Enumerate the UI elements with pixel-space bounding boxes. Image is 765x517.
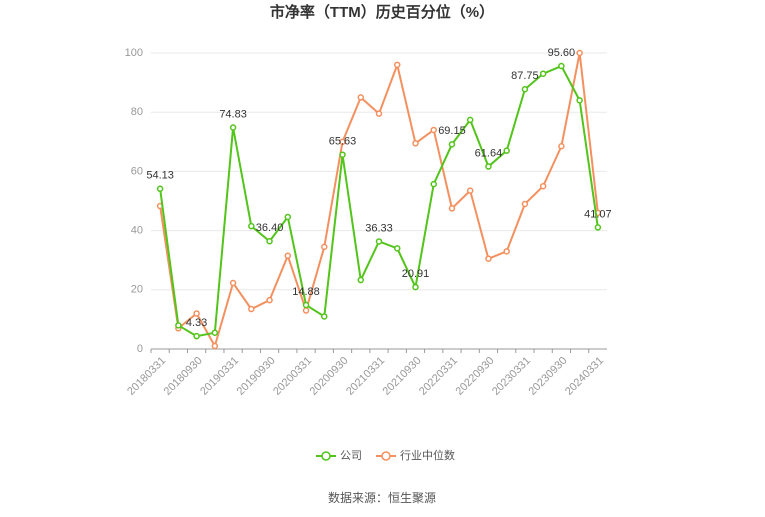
point xyxy=(412,283,419,291)
value-label: 41.07 xyxy=(584,208,612,220)
x-tick-label: 20210930 xyxy=(381,355,424,398)
legend-label: 公司 xyxy=(340,450,362,462)
point xyxy=(466,116,474,124)
y-tick-label: 100 xyxy=(125,47,143,59)
value-label: 54.13 xyxy=(146,170,174,182)
value-label: 36.40 xyxy=(256,222,284,234)
point xyxy=(375,238,383,245)
x-tick-label: 20230331 xyxy=(490,355,533,398)
value-label: 20.91 xyxy=(402,268,430,280)
legend-marker xyxy=(381,451,391,461)
point xyxy=(558,142,565,150)
point xyxy=(284,252,292,260)
value-label: 4.33 xyxy=(186,317,207,329)
point xyxy=(466,187,474,194)
x-tick-label: 20220331 xyxy=(417,355,460,398)
point xyxy=(266,238,273,245)
point xyxy=(193,310,200,317)
point xyxy=(302,307,310,314)
point xyxy=(576,97,583,104)
value-label: 14.88 xyxy=(292,286,320,298)
point xyxy=(321,313,328,320)
y-tick-label: 0 xyxy=(137,343,143,355)
point xyxy=(211,342,219,350)
point xyxy=(430,180,437,188)
point xyxy=(503,147,510,154)
value-label: 74.83 xyxy=(219,108,247,120)
point xyxy=(521,86,529,93)
x-tick-label: 20190930 xyxy=(235,355,278,398)
point xyxy=(539,70,547,77)
point xyxy=(357,94,365,101)
x-tick-label: 20190331 xyxy=(198,355,241,398)
point xyxy=(266,296,273,304)
chart-title: 市净率（TTM）历史百分位（%） xyxy=(270,3,494,21)
x-tick-label: 20230930 xyxy=(526,355,569,398)
point xyxy=(193,332,200,340)
point xyxy=(521,200,529,208)
point xyxy=(393,61,401,69)
point xyxy=(357,276,365,284)
x-tick-label: 20240331 xyxy=(563,355,606,398)
y-tick-label: 60 xyxy=(131,165,143,177)
value-label: 95.60 xyxy=(548,47,576,59)
point xyxy=(448,141,456,148)
legend-label: 行业中位数 xyxy=(400,448,455,462)
point xyxy=(539,182,547,190)
point xyxy=(430,126,437,134)
y-tick-label: 20 xyxy=(131,284,143,296)
point xyxy=(485,255,492,262)
point xyxy=(594,224,602,231)
point xyxy=(375,110,383,117)
point xyxy=(302,301,310,309)
point xyxy=(321,243,328,251)
y-tick-label: 80 xyxy=(131,106,143,118)
point xyxy=(393,245,401,252)
source: 数据来源：恒生聚源 xyxy=(328,490,436,505)
point xyxy=(284,213,292,221)
point xyxy=(576,49,583,57)
point xyxy=(175,322,182,329)
x-tick-label: 20200930 xyxy=(308,355,351,398)
value-label: 87.75 xyxy=(511,70,539,82)
point xyxy=(156,185,164,193)
x-tick-label: 20220930 xyxy=(454,355,497,398)
x-tick-label: 20200331 xyxy=(271,355,314,398)
x-tick-label: 20210331 xyxy=(344,355,387,398)
point xyxy=(248,305,255,313)
point xyxy=(229,124,237,131)
point xyxy=(339,151,346,158)
point xyxy=(248,222,255,230)
legend-marker xyxy=(321,451,331,461)
point xyxy=(503,248,510,255)
x-tick-label: 20180930 xyxy=(162,355,205,398)
point xyxy=(558,62,565,70)
point xyxy=(211,329,219,336)
value-label: 65.63 xyxy=(329,136,357,148)
point xyxy=(229,279,237,287)
x-tick-label: 20180331 xyxy=(125,355,168,398)
value-label: 69.15 xyxy=(438,125,466,137)
series-line xyxy=(159,64,599,338)
point xyxy=(412,140,419,147)
value-label: 61.64 xyxy=(475,147,503,159)
y-tick-label: 40 xyxy=(131,225,143,237)
value-label: 36.33 xyxy=(365,222,393,234)
point xyxy=(485,163,492,170)
point xyxy=(448,205,456,212)
point xyxy=(339,138,346,146)
